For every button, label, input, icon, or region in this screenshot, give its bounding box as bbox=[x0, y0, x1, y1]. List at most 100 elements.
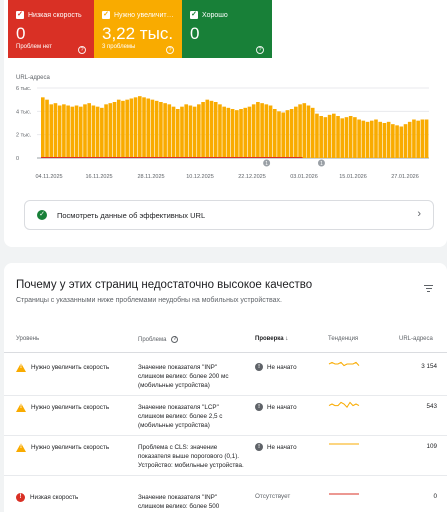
y-tick-label: 4 тыс. bbox=[16, 109, 32, 115]
help-icon[interactable]: ? bbox=[256, 46, 264, 54]
chart-bar bbox=[298, 104, 302, 158]
col-check-label: Проверка bbox=[255, 336, 284, 342]
chart-bar bbox=[323, 117, 328, 158]
chart-bar bbox=[41, 97, 45, 158]
chart-bar bbox=[361, 120, 366, 158]
chart-annotation-label: 1 bbox=[320, 161, 323, 167]
check-status: Не начато bbox=[267, 363, 297, 371]
row-level: Нужно увеличить скорость bbox=[16, 443, 109, 452]
x-tick-label: 03.01.2026 bbox=[290, 174, 318, 180]
help-icon[interactable]: ? bbox=[78, 46, 86, 54]
tile-needs-improvement[interactable]: ✓ Нужно увеличит… 3,22 тыс. 3 проблемы ? bbox=[94, 0, 182, 58]
chart-bar bbox=[412, 119, 416, 158]
x-tick-label: 22.12.2025 bbox=[238, 174, 266, 180]
chart-bar bbox=[264, 104, 269, 158]
chart-bar bbox=[100, 107, 104, 158]
section-title: Почему у этих страниц недостаточно высок… bbox=[16, 279, 313, 291]
chart-bar bbox=[281, 112, 286, 158]
chart-bar bbox=[357, 119, 361, 158]
checkbox-checked-icon[interactable]: ✓ bbox=[190, 11, 198, 19]
row-check: Отсутствует bbox=[255, 493, 290, 500]
chart-bar bbox=[205, 99, 210, 158]
chart-bar bbox=[226, 107, 231, 158]
chart-bar bbox=[247, 106, 252, 158]
help-icon[interactable]: ? bbox=[166, 46, 174, 54]
warning-icon bbox=[16, 403, 26, 412]
tile-label: Низкая скорость bbox=[28, 11, 82, 19]
chart-bar bbox=[306, 105, 311, 158]
row-url-count: 3 154 bbox=[421, 363, 437, 370]
chart-bar bbox=[108, 103, 113, 158]
chart-bar bbox=[163, 103, 167, 158]
col-problem[interactable]: Проблема? bbox=[138, 336, 179, 343]
effective-urls-link-text: Посмотреть данные об эффективных URL bbox=[57, 211, 206, 220]
chart-bar bbox=[260, 103, 264, 158]
chart-bar bbox=[74, 105, 79, 158]
chart-bar bbox=[57, 105, 62, 158]
y-tick-label: 2 тыс. bbox=[16, 133, 32, 139]
chart-bar bbox=[424, 119, 429, 158]
sparkline-line bbox=[328, 401, 360, 409]
chart-bar bbox=[230, 109, 235, 158]
help-icon[interactable]: ? bbox=[171, 336, 179, 343]
chart-bar bbox=[218, 104, 222, 158]
chart-bar bbox=[285, 110, 290, 158]
chart-bar bbox=[243, 107, 248, 158]
url-count-chart: 0 2 тыс. 4 тыс. 6 тыс. 1 1 04.11.2025 16.11.202… bbox=[16, 86, 429, 180]
row-problem: Значение показателя "INP" слишком велико… bbox=[138, 494, 220, 510]
col-urls[interactable]: URL-адреса bbox=[399, 336, 433, 342]
col-trend[interactable]: Тенденция bbox=[328, 336, 359, 342]
chart-bar bbox=[235, 110, 239, 158]
tile-good[interactable]: ✓ Хорошо 0 ? bbox=[182, 0, 272, 58]
row-url-count: 0 bbox=[433, 493, 437, 500]
chart-bar bbox=[159, 102, 163, 158]
chart-bar bbox=[167, 104, 172, 158]
checkbox-checked-icon[interactable]: ✓ bbox=[102, 11, 110, 19]
section-subtitle: Страницы с указанными ниже проблемами не… bbox=[16, 297, 282, 304]
row-level-text: Нужно увеличить скорость bbox=[31, 404, 110, 411]
info-icon: ! bbox=[255, 443, 263, 451]
chart-bar bbox=[180, 106, 184, 158]
chart-bar bbox=[121, 100, 125, 158]
x-tick-label: 28.11.2025 bbox=[137, 174, 164, 180]
arrow-down-icon: ↓ bbox=[285, 336, 289, 342]
row-divider bbox=[4, 395, 447, 396]
col-check[interactable]: Проверка ↓ bbox=[255, 336, 288, 342]
row-trend-sparkline bbox=[329, 443, 359, 445]
chart-bar bbox=[239, 109, 243, 158]
row-level-text: Низкая скорость bbox=[30, 494, 79, 501]
filter-icon[interactable] bbox=[424, 285, 433, 294]
chart-bar bbox=[171, 106, 176, 158]
chart-bar bbox=[256, 102, 260, 158]
chart-bar bbox=[91, 105, 96, 158]
row-url-count: 109 bbox=[426, 443, 437, 450]
chart-bar bbox=[294, 106, 298, 158]
chart-bar bbox=[150, 99, 155, 158]
tile-poor[interactable]: ✓ Низкая скорость 0 Проблем нет ? bbox=[8, 0, 94, 58]
check-status: Не начато bbox=[267, 403, 297, 411]
chart-bar bbox=[319, 116, 323, 158]
x-tick-label: 10.12.2025 bbox=[186, 174, 214, 180]
x-tick-label: 04.11.2025 bbox=[35, 174, 62, 180]
row-problem: Проблема с CLS: значение показателя выше… bbox=[138, 444, 244, 469]
chart-bar bbox=[95, 106, 100, 158]
chart-bar bbox=[222, 106, 226, 158]
chart-annotation-marker bbox=[317, 159, 325, 167]
row-level-text: Нужно увеличить скорость bbox=[31, 444, 110, 451]
chart-bar bbox=[78, 106, 83, 158]
chart-bar bbox=[386, 121, 391, 158]
row-problem: Значение показателя "INP" слишком велико… bbox=[138, 364, 229, 389]
chart-bar bbox=[53, 103, 58, 158]
tile-subtext: Проблем нет bbox=[16, 44, 52, 50]
chart-bar bbox=[353, 117, 357, 158]
chart-bar bbox=[213, 102, 218, 158]
chart-bar bbox=[251, 104, 256, 158]
chart-bar bbox=[184, 104, 189, 158]
chart-bar bbox=[201, 102, 205, 158]
checkbox-checked-icon[interactable]: ✓ bbox=[16, 11, 24, 19]
chart-bar bbox=[374, 119, 378, 158]
info-icon: ! bbox=[255, 363, 263, 371]
effective-urls-link[interactable]: ✓ Посмотреть данные об эффективных URL › bbox=[24, 200, 434, 230]
check-circle-icon: ✓ bbox=[37, 210, 47, 220]
col-level[interactable]: Уровень bbox=[16, 336, 40, 342]
